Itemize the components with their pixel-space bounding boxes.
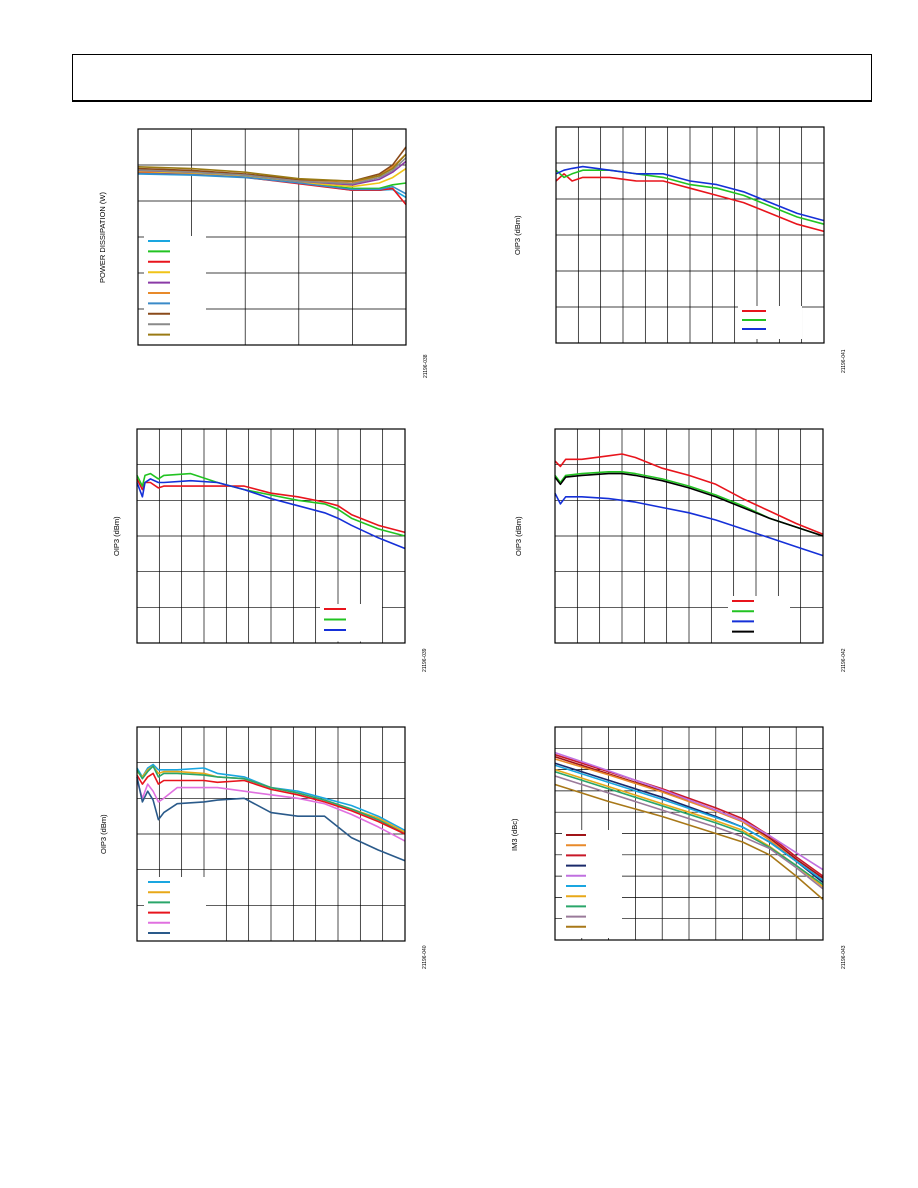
- series-line-cyan: [554, 764, 824, 882]
- plot-frame: [554, 428, 824, 644]
- series-line-goldbrown: [554, 783, 824, 901]
- series-line-red: [554, 453, 824, 535]
- plot-frame: [555, 126, 825, 344]
- plot-frame: [137, 128, 407, 346]
- series-line-darkblue: [136, 776, 406, 862]
- series-line-magenta: [136, 780, 406, 842]
- series-line-gray: [137, 157, 407, 185]
- series-line-sage: [554, 770, 824, 886]
- legend-box: [144, 236, 206, 346]
- legend-box: [728, 596, 790, 643]
- legend-box: [562, 830, 622, 938]
- series-line-sage: [136, 765, 406, 835]
- grid: [137, 727, 405, 941]
- y-axis-label: IM3 (dBc): [510, 817, 519, 851]
- series-line-steelblue: [137, 172, 407, 195]
- series-line-blue: [555, 165, 825, 222]
- series-line-black: [554, 472, 824, 537]
- series-line-blue: [554, 492, 824, 557]
- series-line-olive: [137, 153, 407, 182]
- page-header-box: [72, 54, 872, 102]
- plot-frame: [136, 726, 406, 942]
- series-line-blue: [136, 478, 406, 550]
- series-line-violet: [554, 751, 824, 871]
- series-line-mauve: [554, 775, 824, 890]
- series-line-green: [555, 169, 825, 225]
- plot-frame: [554, 726, 824, 941]
- plot-frame: [136, 428, 406, 644]
- series-line-red: [136, 772, 406, 835]
- figure-code: 21196-043: [841, 945, 847, 969]
- series-line-cyan: [136, 763, 406, 832]
- series-line-red: [555, 173, 825, 233]
- legend-box: [320, 604, 382, 642]
